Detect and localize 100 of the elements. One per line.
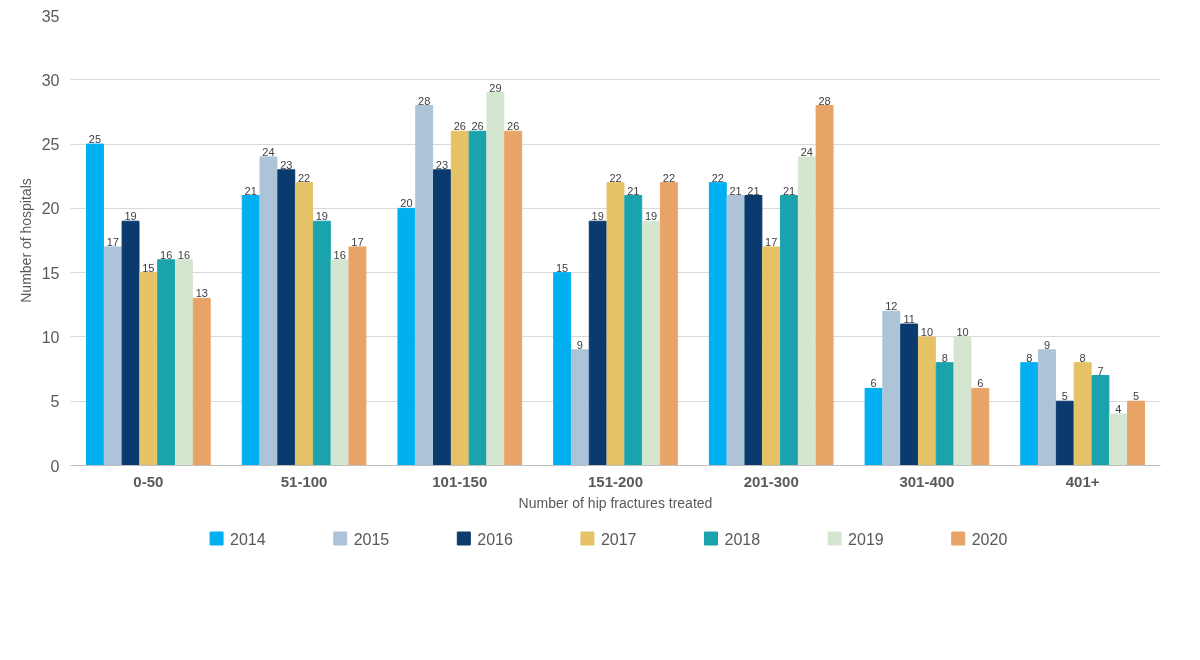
bar bbox=[330, 259, 349, 466]
data-label: 19 bbox=[591, 210, 604, 223]
data-label: 21 bbox=[782, 184, 796, 197]
y-tick-label: 5 bbox=[50, 393, 60, 411]
bar bbox=[415, 105, 434, 466]
data-label: 26 bbox=[507, 120, 520, 133]
bar bbox=[588, 220, 607, 466]
data-label: 21 bbox=[244, 184, 257, 197]
data-label: 15 bbox=[555, 261, 569, 274]
x-tick-label: 201-300 bbox=[743, 472, 799, 490]
data-label: 9 bbox=[1043, 338, 1051, 351]
data-label: 29 bbox=[489, 81, 502, 94]
data-label: 22 bbox=[297, 171, 311, 184]
bar bbox=[295, 182, 314, 466]
bar bbox=[139, 272, 158, 466]
bar bbox=[797, 156, 816, 466]
bar bbox=[624, 195, 643, 466]
data-label: 17 bbox=[765, 235, 778, 248]
data-label: 5 bbox=[1132, 390, 1140, 403]
bar bbox=[433, 169, 451, 466]
data-label: 21 bbox=[747, 184, 760, 197]
data-label: 17 bbox=[351, 235, 364, 248]
data-label: 19 bbox=[315, 210, 328, 223]
bar bbox=[241, 195, 260, 466]
data-label: 28 bbox=[818, 94, 831, 107]
bar bbox=[864, 387, 883, 466]
data-label: 22 bbox=[609, 171, 622, 184]
bar bbox=[468, 130, 487, 466]
y-tick-label: 35 bbox=[41, 7, 60, 25]
x-tick-label: 151-200 bbox=[587, 472, 644, 490]
data-label: 4 bbox=[1115, 403, 1122, 416]
bar bbox=[935, 362, 954, 466]
y-tick-label: 25 bbox=[41, 136, 60, 154]
legend-label: 2015 bbox=[353, 530, 390, 548]
data-label: 9 bbox=[576, 338, 583, 351]
bar bbox=[726, 195, 745, 466]
data-label: 10 bbox=[920, 325, 934, 338]
data-label: 23 bbox=[435, 158, 449, 171]
bar bbox=[917, 336, 936, 466]
data-label: 6 bbox=[977, 377, 984, 390]
data-label: 24 bbox=[800, 145, 813, 158]
bar bbox=[86, 143, 104, 466]
data-label: 16 bbox=[333, 248, 346, 261]
y-tick-label: 30 bbox=[41, 71, 60, 89]
bar bbox=[1127, 400, 1145, 466]
bar bbox=[450, 130, 469, 466]
bar bbox=[259, 156, 278, 466]
data-label: 5 bbox=[1061, 390, 1068, 403]
legend-label: 2020 bbox=[971, 530, 1008, 548]
legend-label: 2019 bbox=[848, 530, 884, 548]
y-tick-label: 15 bbox=[41, 264, 60, 282]
bar bbox=[953, 336, 972, 466]
bar bbox=[312, 220, 331, 466]
x-tick-label: 101-150 bbox=[432, 472, 488, 490]
data-label: 16 bbox=[160, 248, 173, 261]
data-label: 19 bbox=[124, 210, 137, 223]
data-label: 10 bbox=[956, 325, 969, 338]
legend-label: 2016 bbox=[477, 530, 513, 548]
data-label: 8 bbox=[1026, 351, 1033, 364]
data-label: 15 bbox=[142, 261, 155, 274]
bar bbox=[175, 259, 193, 466]
data-label: 23 bbox=[280, 158, 293, 171]
data-label: 21 bbox=[627, 184, 640, 197]
data-label: 21 bbox=[729, 184, 742, 197]
legend-label: 2018 bbox=[724, 530, 761, 548]
bar bbox=[971, 387, 990, 466]
y-tick-label: 10 bbox=[41, 328, 60, 346]
bar bbox=[606, 182, 625, 466]
data-label: 19 bbox=[644, 210, 658, 223]
data-label: 22 bbox=[711, 171, 724, 184]
data-label: 12 bbox=[885, 300, 898, 313]
y-tick-label: 0 bbox=[50, 457, 60, 475]
bar bbox=[192, 297, 211, 466]
data-label: 11 bbox=[903, 313, 915, 326]
data-label: 17 bbox=[106, 235, 119, 248]
data-label: 13 bbox=[195, 287, 208, 300]
bar bbox=[1073, 362, 1092, 466]
bar bbox=[708, 182, 727, 466]
bar bbox=[780, 195, 798, 466]
y-tick-label: 20 bbox=[41, 200, 60, 218]
bar bbox=[103, 246, 122, 466]
bar bbox=[1020, 362, 1039, 466]
x-tick-label: 401+ bbox=[1065, 472, 1100, 490]
bar bbox=[553, 272, 572, 466]
bar bbox=[121, 220, 140, 466]
bar bbox=[157, 259, 176, 466]
x-axis-title: Number of hip fractures treated bbox=[518, 494, 713, 511]
data-label: 6 bbox=[870, 377, 877, 390]
data-label: 28 bbox=[418, 94, 431, 107]
bar bbox=[882, 310, 901, 466]
bar bbox=[570, 349, 589, 466]
bar bbox=[815, 105, 834, 466]
bar bbox=[1109, 413, 1128, 466]
y-axis-title: Number of hospitals bbox=[17, 178, 34, 303]
bar bbox=[397, 207, 416, 466]
bar bbox=[642, 220, 661, 466]
bar bbox=[504, 130, 523, 466]
bar bbox=[1091, 375, 1110, 466]
data-label: 20 bbox=[400, 197, 413, 210]
data-label: 8 bbox=[1079, 351, 1086, 364]
